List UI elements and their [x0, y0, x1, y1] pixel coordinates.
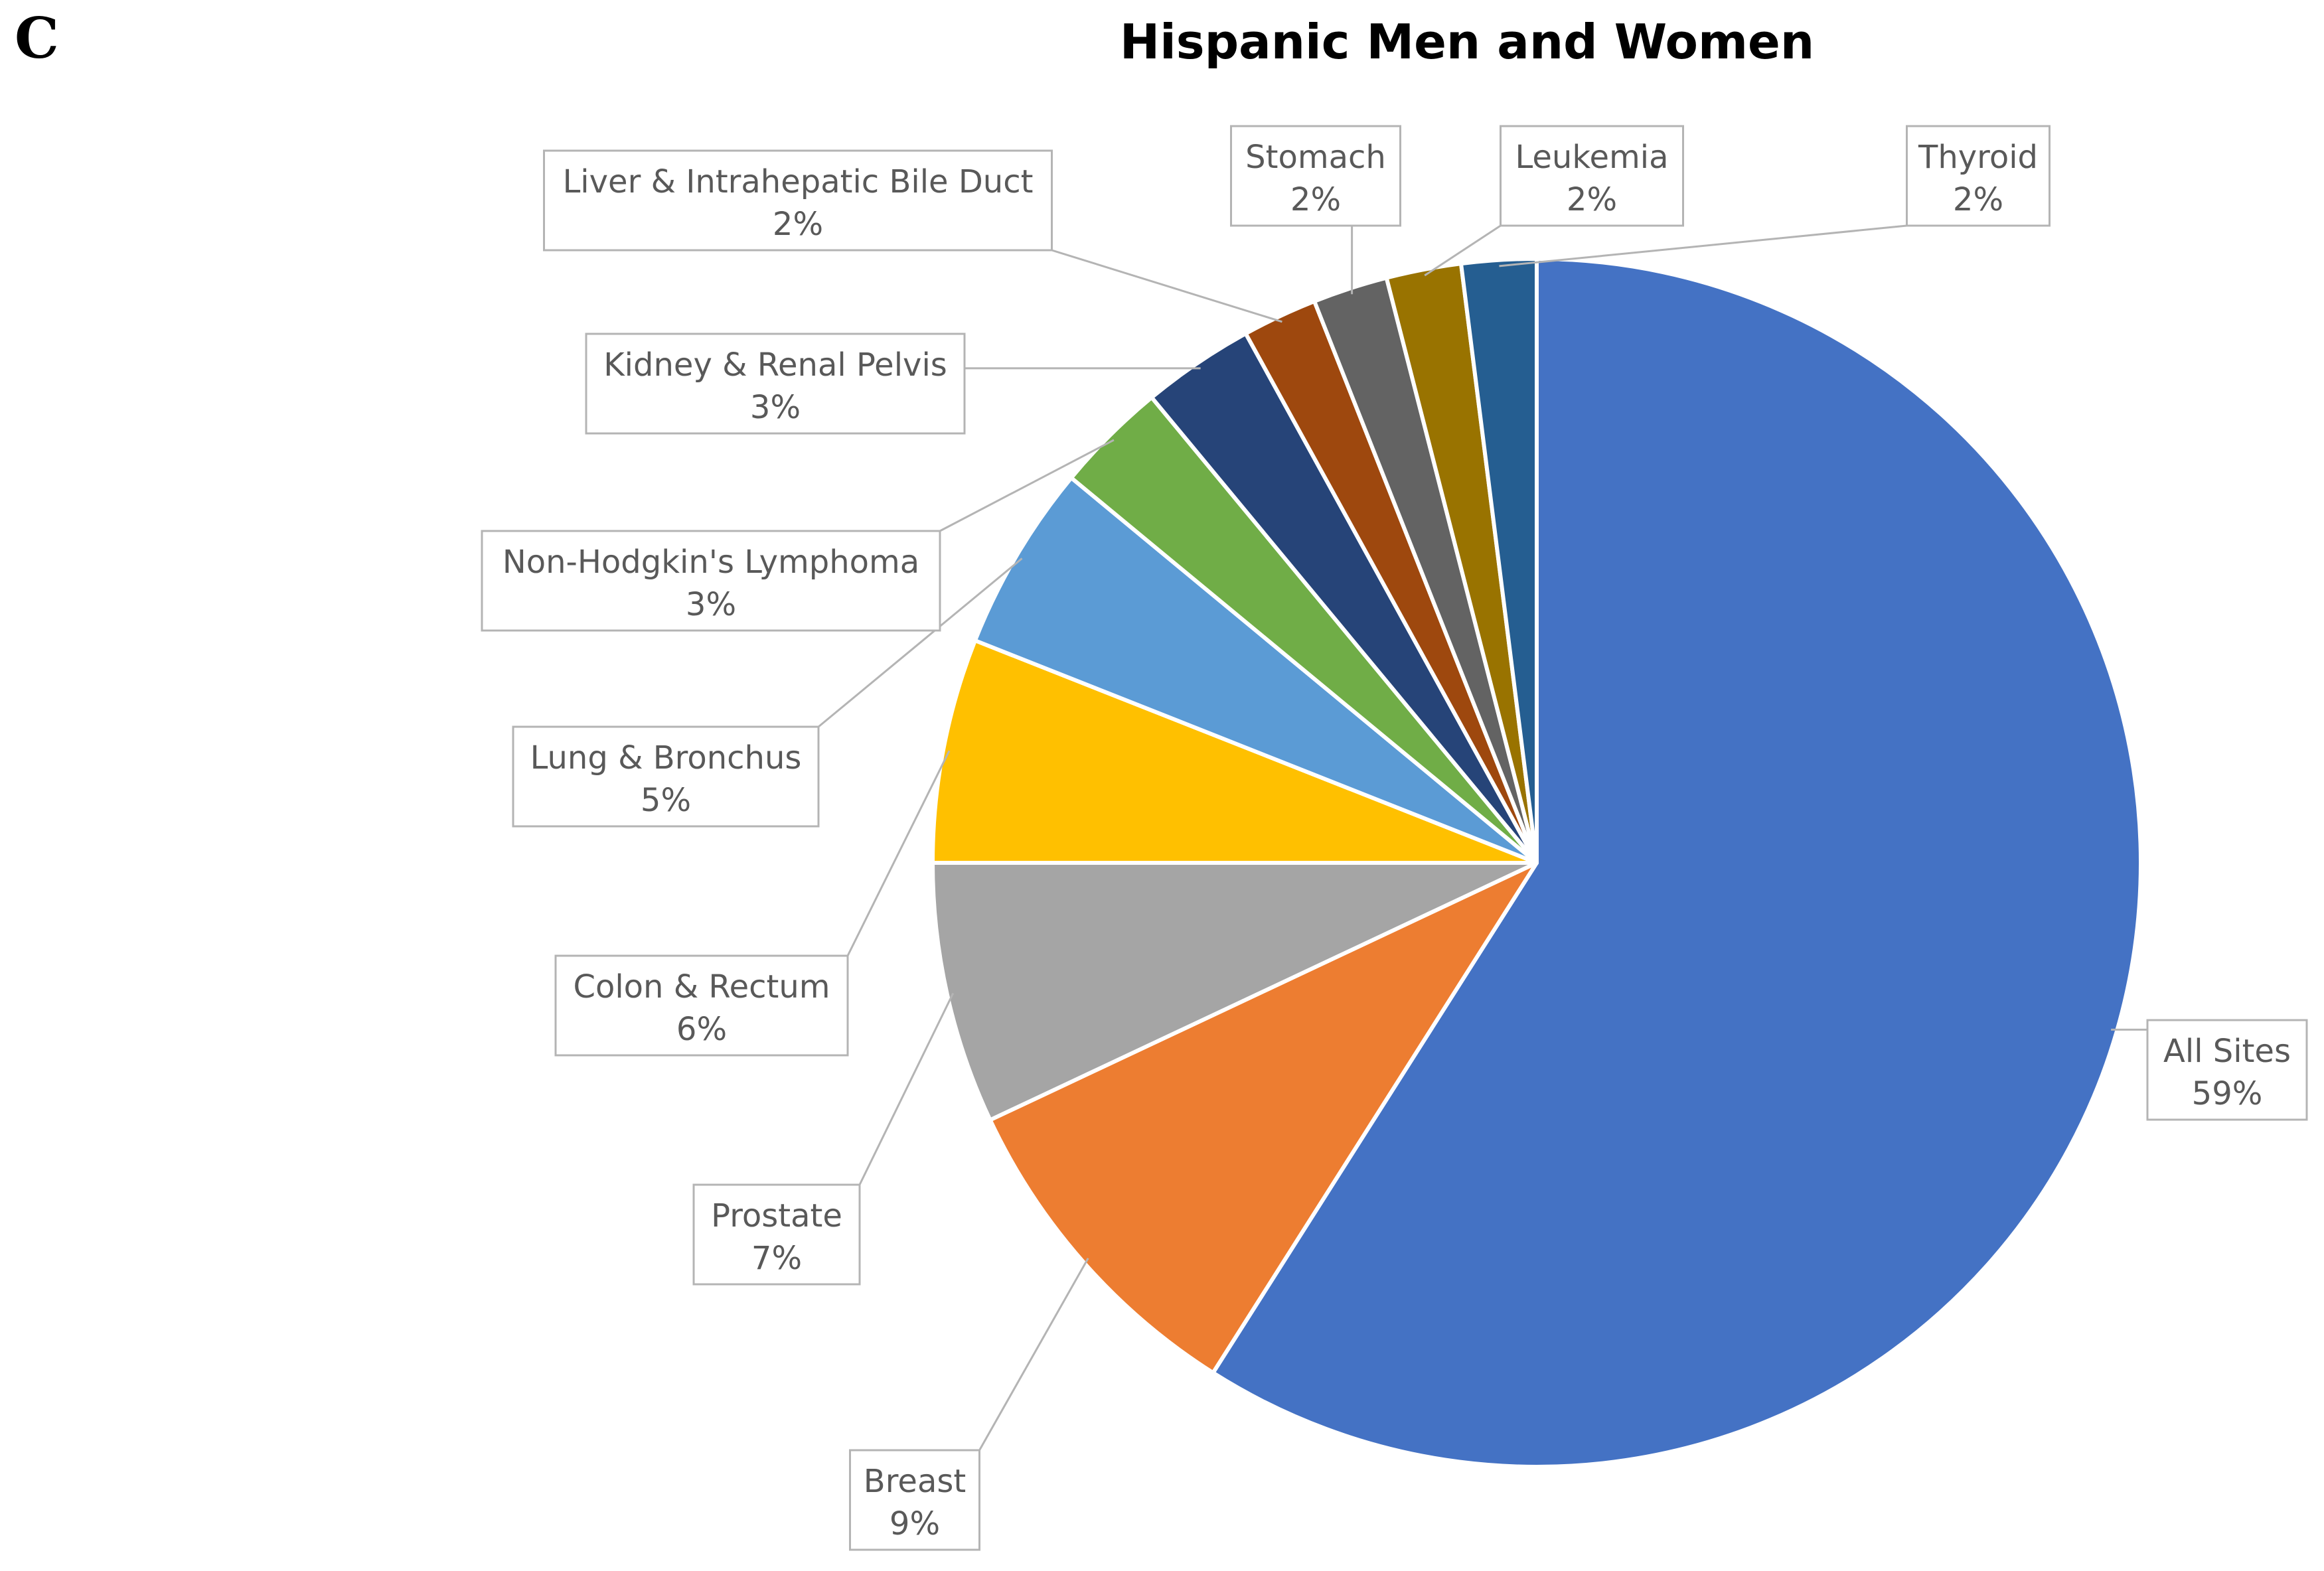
data-label-category: Non-Hodgkin's Lymphoma [503, 544, 919, 581]
data-label-box [543, 149, 1053, 252]
panel-label: C [15, 5, 59, 71]
chart-title: Hispanic Men and Women [1120, 14, 1814, 70]
data-label: Prostate 7% [692, 1183, 861, 1286]
leader-line [858, 992, 955, 1185]
pie-slice-colon-rectum [931, 638, 1539, 865]
pie-slice-breast [988, 861, 1539, 1375]
data-label-percent: 3% [750, 389, 801, 426]
leader-line [1499, 224, 1907, 267]
leader-line [846, 750, 951, 956]
data-label-box [2146, 1019, 2308, 1121]
data-label: All Sites 59% [2146, 1019, 2308, 1121]
data-label: Stomach 2% [1230, 125, 1401, 227]
data-label-category: Liver & Intrahepatic Bile Duct [563, 163, 1034, 200]
data-label: Colon & Rectum 6% [554, 954, 849, 1057]
leader-line [978, 1258, 1089, 1451]
data-label: Breast 9% [849, 1449, 980, 1551]
leader-lines [818, 224, 2147, 1451]
data-label-box [585, 333, 966, 435]
data-label-percent: 3% [686, 586, 736, 623]
data-label-percent: 2% [1953, 181, 2003, 218]
data-label-box [1906, 125, 2051, 227]
pie-slice-prostate [931, 861, 1539, 1122]
data-label-category: Lung & Bronchus [530, 739, 802, 777]
data-label-category: Breast [864, 1463, 966, 1500]
data-label-percent: 2% [1290, 181, 1341, 218]
data-label: Liver & Intrahepatic Bile Duct 2% [543, 149, 1053, 252]
data-label-percent: 7% [751, 1240, 802, 1277]
pie-slices [931, 257, 2143, 1469]
data-label-percent: 9% [890, 1505, 940, 1542]
data-label: Kidney & Renal Pelvis 3% [585, 333, 966, 435]
leader-line [1424, 224, 1502, 277]
data-label-box [554, 954, 849, 1057]
data-label: Thyroid 2% [1906, 125, 2051, 227]
data-labels: All Sites 59% Breast 9% Prostate 7% Colon & Re… [481, 125, 2308, 1551]
data-label-percent: 2% [1567, 181, 1617, 218]
data-label-category: Kidney & Renal Pelvis [603, 346, 947, 384]
data-label: Leukemia 2% [1500, 125, 1684, 227]
pie-slice-thyroid [1458, 257, 1539, 865]
data-label-box [512, 725, 820, 828]
data-label-box [692, 1183, 861, 1286]
data-label-percent: 59% [2192, 1075, 2263, 1112]
leader-line [939, 439, 1115, 532]
data-label: Non-Hodgkin's Lymphoma 3% [481, 530, 941, 632]
leader-line [818, 558, 1023, 728]
data-label-category: All Sites [2163, 1033, 2291, 1070]
data-label-percent: 5% [641, 782, 691, 819]
leader-line [1051, 249, 1282, 323]
data-label-box [1500, 125, 1684, 227]
data-label-category: Colon & Rectum [573, 968, 830, 1006]
pie-slice-all-sites [1211, 257, 2143, 1469]
data-label-percent: 6% [676, 1011, 727, 1048]
data-label-box [481, 530, 941, 632]
data-label-box [849, 1449, 980, 1551]
data-label-percent: 2% [773, 206, 823, 243]
data-label-category: Stomach [1245, 139, 1386, 176]
data-label: Lung & Bronchus 5% [512, 725, 820, 828]
data-label-box [1230, 125, 1401, 227]
data-label-category: Leukemia [1515, 139, 1669, 176]
pie-slice-lung-bronchus [972, 475, 1539, 865]
data-label-category: Thyroid [1918, 139, 2038, 176]
data-label-category: Prostate [711, 1197, 842, 1234]
